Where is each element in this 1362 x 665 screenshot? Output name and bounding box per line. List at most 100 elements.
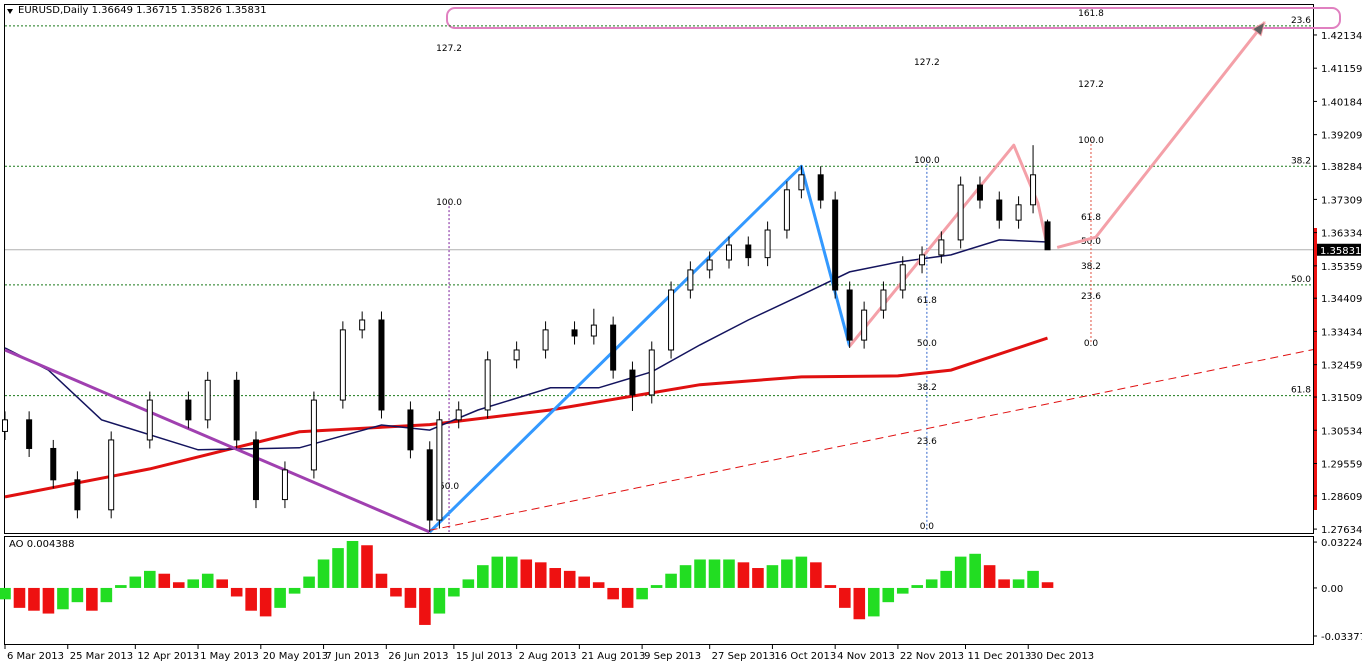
oscillator-bar: [433, 587, 446, 614]
moving-average: [4, 336, 1048, 499]
oscillator-bar: [650, 585, 663, 588]
candle-body: [204, 379, 211, 421]
candle-body: [233, 379, 240, 441]
candle-body: [725, 244, 732, 261]
oscillator-bar: [230, 587, 243, 597]
y-tick-label: 1.38284: [1321, 162, 1362, 173]
oscillator-bar: [100, 587, 113, 603]
candle-body: [571, 329, 578, 337]
candle-body: [976, 184, 983, 201]
candle-body: [1015, 204, 1022, 221]
oscillator-bar: [592, 582, 605, 588]
plot-area: 1.42134 1.41159 1.40184 1.39209 1.38284 1.373…: [0, 9, 1362, 662]
x-tick-label: 12 Apr 2013: [137, 651, 199, 662]
oscillator-bar: [361, 545, 373, 588]
y-tick-label: 1.27634: [1321, 525, 1362, 536]
oscillator-bar: [781, 559, 793, 588]
candle-body: [50, 447, 57, 481]
oscillator-bar: [810, 562, 822, 588]
oscillator-bar: [998, 579, 1010, 588]
candle-body: [407, 409, 414, 451]
y-tick-label: 1.39209: [1321, 131, 1362, 142]
oscillator-bar: [216, 579, 228, 588]
level-label: 23.6: [1291, 16, 1311, 26]
fib-label: 127.2: [436, 44, 462, 54]
candle-body: [957, 184, 964, 241]
oscillator-bar: [983, 565, 996, 588]
y-tick-label: 1.34409: [1321, 294, 1362, 305]
fib-label: 127.2: [914, 58, 940, 68]
x-tick-label: 9 Sep 2013: [644, 651, 701, 662]
candle-body: [938, 239, 945, 256]
candle-body: [798, 174, 805, 191]
candle-body: [590, 324, 597, 337]
y-tick-label: 1.32459: [1321, 361, 1362, 372]
candle-body: [426, 449, 433, 521]
oscillator-bar: [303, 576, 315, 588]
oscillator-bar: [824, 585, 837, 588]
y-tick-label: 1.41159: [1321, 64, 1362, 75]
oscillator-tick-label: -0.033774: [1321, 632, 1362, 643]
oscillator-bar: [795, 556, 808, 588]
x-tick-label: 1 May 2013: [200, 651, 259, 662]
candle-body: [919, 254, 926, 266]
y-tick-label: 1.37309: [1321, 195, 1362, 206]
x-tick-label: 30 Dec 2013: [1030, 651, 1094, 662]
candle-body: [1030, 174, 1037, 206]
oscillator-bar: [13, 587, 26, 608]
oscillator-tick-label: 0.00: [1321, 584, 1343, 595]
candle-body: [706, 259, 713, 271]
fib-label: 50.0: [917, 339, 937, 349]
candle-body: [378, 319, 385, 411]
candle-body: [252, 439, 259, 501]
candle-body: [610, 324, 617, 371]
oscillator-bar: [867, 587, 880, 617]
y-tick-label: 1.33434: [1321, 327, 1362, 338]
menu-triangle: [7, 9, 13, 14]
y-tick-label: 1.31509: [1321, 393, 1362, 404]
oscillator-bar: [274, 587, 286, 608]
fib-label: 61.8: [917, 296, 937, 306]
oscillator-bar: [679, 565, 692, 588]
fib-label: 50.0: [1081, 237, 1101, 247]
candle-body: [542, 329, 549, 351]
x-tick-label: 16 Oct 2013: [774, 651, 836, 662]
x-tick-label: 2 Aug 2013: [519, 651, 577, 662]
oscillator-bar: [317, 559, 330, 588]
oscillator-tick-label: 0.032241: [1321, 538, 1362, 549]
fib-label: 23.6: [1081, 292, 1101, 302]
oscillator-bar: [187, 579, 200, 588]
oscillator-bar: [28, 587, 40, 611]
level-label: 50.0: [1291, 275, 1311, 285]
level-label: 38.2: [1291, 156, 1311, 166]
oscillator-bar: [332, 548, 344, 588]
chart-title: EURUSD,Daily 1.36649 1.36715 1.35826 1.3…: [18, 5, 267, 16]
fib-label: 23.6: [917, 437, 937, 447]
candle-body: [146, 399, 153, 441]
x-tick-label: 20 May 2013: [263, 651, 328, 662]
candle-body: [185, 399, 192, 421]
candle-body: [899, 264, 906, 291]
oscillator-bar: [853, 587, 866, 620]
oscillator-bar: [390, 587, 402, 597]
x-tick-label: 25 Mar 2013: [70, 651, 133, 662]
candle-body: [629, 369, 636, 396]
fib-label: 0.0: [920, 522, 935, 532]
candle-body: [339, 329, 346, 401]
candle-body: [436, 419, 443, 521]
trendline: [429, 349, 1314, 531]
oscillator-bar: [896, 587, 909, 594]
level-label: 61.8: [1291, 386, 1311, 396]
oscillator-bar: [969, 553, 981, 588]
oscillator-bar: [71, 587, 84, 603]
oscillator-bar: [636, 587, 648, 600]
oscillator-bar: [534, 562, 547, 588]
candle-body: [108, 439, 115, 511]
candle-body: [668, 289, 675, 351]
fib-label: 50.0: [439, 482, 459, 492]
candle-body: [846, 289, 853, 341]
oscillator-bar: [737, 562, 750, 588]
candle-body: [745, 244, 752, 259]
fib-label: 100.0: [436, 198, 462, 208]
